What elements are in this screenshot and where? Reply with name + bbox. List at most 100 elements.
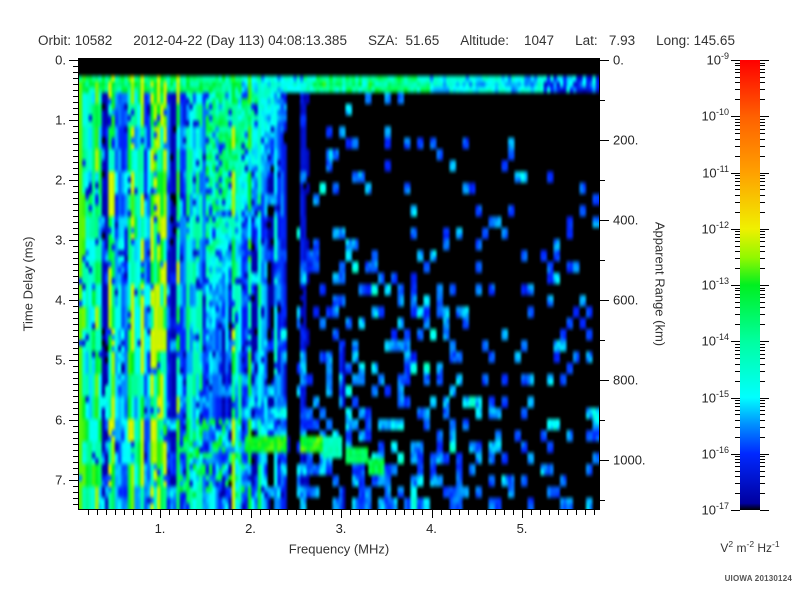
colorbar-minor-tick (760, 470, 765, 472)
colorbar-tick-label: 10-17 (683, 501, 729, 517)
colorbar-tick-label: 10-13 (683, 276, 729, 292)
colorbar-minor-tick (735, 145, 740, 147)
colorbar-minor-tick (735, 76, 740, 78)
colorbar-minor-tick (735, 231, 740, 233)
colorbar-minor-tick (735, 194, 740, 196)
colorbar-minor-tick (735, 65, 740, 67)
colorbar-minor-tick (760, 290, 765, 292)
x-axis-tick-label: 4. (426, 521, 437, 536)
colorbar-minor-tick (760, 68, 765, 70)
units-exponent: 2 (728, 539, 734, 549)
colorbar-minor-tick (760, 258, 765, 260)
colorbar-minor-tick (760, 118, 765, 120)
y-axis-minor-tick (73, 390, 78, 391)
colorbar-minor-tick (760, 128, 765, 130)
x-axis-minor-tick (485, 510, 487, 515)
colorbar-minor-tick (735, 301, 740, 303)
y-axis-minor-tick (73, 138, 78, 139)
colorbar-minor-tick (760, 251, 765, 253)
colorbar-major-tick (760, 285, 769, 286)
colorbar-minor-tick (760, 231, 765, 233)
colorbar-minor-tick (760, 89, 765, 91)
x-axis-minor-tick (585, 510, 587, 515)
colorbar-minor-tick (735, 237, 740, 239)
colorbar-minor-tick (760, 287, 765, 289)
colorbar-minor-tick (760, 406, 765, 408)
x-axis-minor-tick (96, 510, 98, 515)
colorbar-minor-tick (760, 456, 765, 458)
x-axis-minor-tick (286, 510, 288, 515)
y-axis-minor-tick (73, 348, 78, 349)
y2-axis-major-tick (600, 380, 609, 381)
colorbar-minor-tick (735, 89, 740, 91)
x-axis-minor-tick (531, 510, 533, 515)
colorbar-major-tick (760, 397, 769, 399)
colorbar-minor-tick (735, 128, 740, 130)
colorbar-minor-tick (735, 409, 740, 411)
x-axis-minor-tick (322, 510, 324, 515)
colorbar-minor-tick (735, 175, 740, 177)
colorbar-minor-tick (760, 234, 765, 236)
colorbar-minor-tick (735, 483, 740, 485)
y2-axis-tick-label: 1000. (613, 452, 646, 468)
colorbar-minor-tick (760, 145, 765, 147)
y-axis-major-tick (69, 180, 78, 181)
colorbar-gradient (740, 60, 760, 510)
colorbar-minor-tick (760, 307, 765, 309)
x-axis-minor-tick (386, 510, 388, 515)
x-axis-minor-tick (141, 510, 143, 515)
y-axis-major-tick (69, 120, 78, 121)
y-axis-tick-label: 5. (55, 352, 66, 368)
colorbar-minor-tick (760, 343, 765, 345)
colorbar-minor-tick (735, 258, 740, 260)
y-axis-minor-tick (73, 318, 78, 319)
colorbar-minor-tick (760, 76, 765, 78)
colorbar-minor-tick (735, 406, 740, 408)
y-axis-minor-tick (73, 198, 78, 199)
y-axis-minor-tick (73, 132, 78, 133)
colorbar-minor-tick (760, 353, 765, 355)
y2-axis-minor-tick (600, 420, 605, 421)
colorbar-minor-tick (760, 493, 765, 495)
y-axis-minor-tick (73, 408, 78, 409)
y-axis-tick-label: 0. (55, 52, 66, 68)
y-axis-minor-tick (73, 222, 78, 223)
x-axis-minor-tick (540, 510, 542, 515)
y-axis-tick-label: 4. (55, 292, 66, 308)
colorbar-minor-tick (735, 358, 740, 360)
colorbar-minor-tick (760, 189, 765, 191)
y-axis-minor-tick (73, 192, 78, 193)
x-axis-minor-tick (458, 510, 460, 515)
colorbar-major-tick (760, 228, 769, 230)
colorbar-minor-tick (760, 483, 765, 485)
y-axis-minor-tick (73, 168, 78, 169)
colorbar-minor-tick (735, 346, 740, 348)
colorbar-label-exponent: -12 (715, 219, 729, 230)
x-axis-minor-tick (205, 510, 207, 515)
colorbar-minor-tick (735, 293, 740, 295)
colorbar-major-tick (731, 510, 740, 511)
y-axis-minor-tick (73, 402, 78, 403)
colorbar-label-exponent: -14 (715, 332, 729, 343)
y-axis-minor-tick (73, 498, 78, 499)
colorbar-minor-tick (735, 184, 740, 186)
colorbar-minor-tick (760, 237, 765, 239)
y-axis-tick-label: 3. (55, 232, 66, 248)
colorbar-minor-tick (760, 62, 765, 64)
colorbar-tick-label: 10-9 (683, 51, 729, 67)
y-axis-minor-tick (73, 228, 78, 229)
x-axis-minor-tick (422, 510, 424, 515)
colorbar-minor-tick (760, 155, 765, 157)
colorbar-minor-tick (760, 82, 765, 84)
colorbar-minor-tick (760, 314, 765, 316)
colorbar-label-exponent: -11 (716, 163, 729, 174)
colorbar-minor-tick (735, 181, 740, 183)
colorbar-label-base: 10 (702, 164, 717, 180)
y2-axis-minor-tick (600, 340, 605, 341)
y-axis-minor-tick (73, 258, 78, 259)
colorbar-major-tick (731, 172, 740, 174)
y-axis-minor-tick (73, 246, 78, 247)
colorbar-label-exponent: -17 (715, 501, 729, 512)
y2-axis-minor-tick (600, 100, 605, 101)
colorbar-label-base: 10 (701, 446, 716, 462)
